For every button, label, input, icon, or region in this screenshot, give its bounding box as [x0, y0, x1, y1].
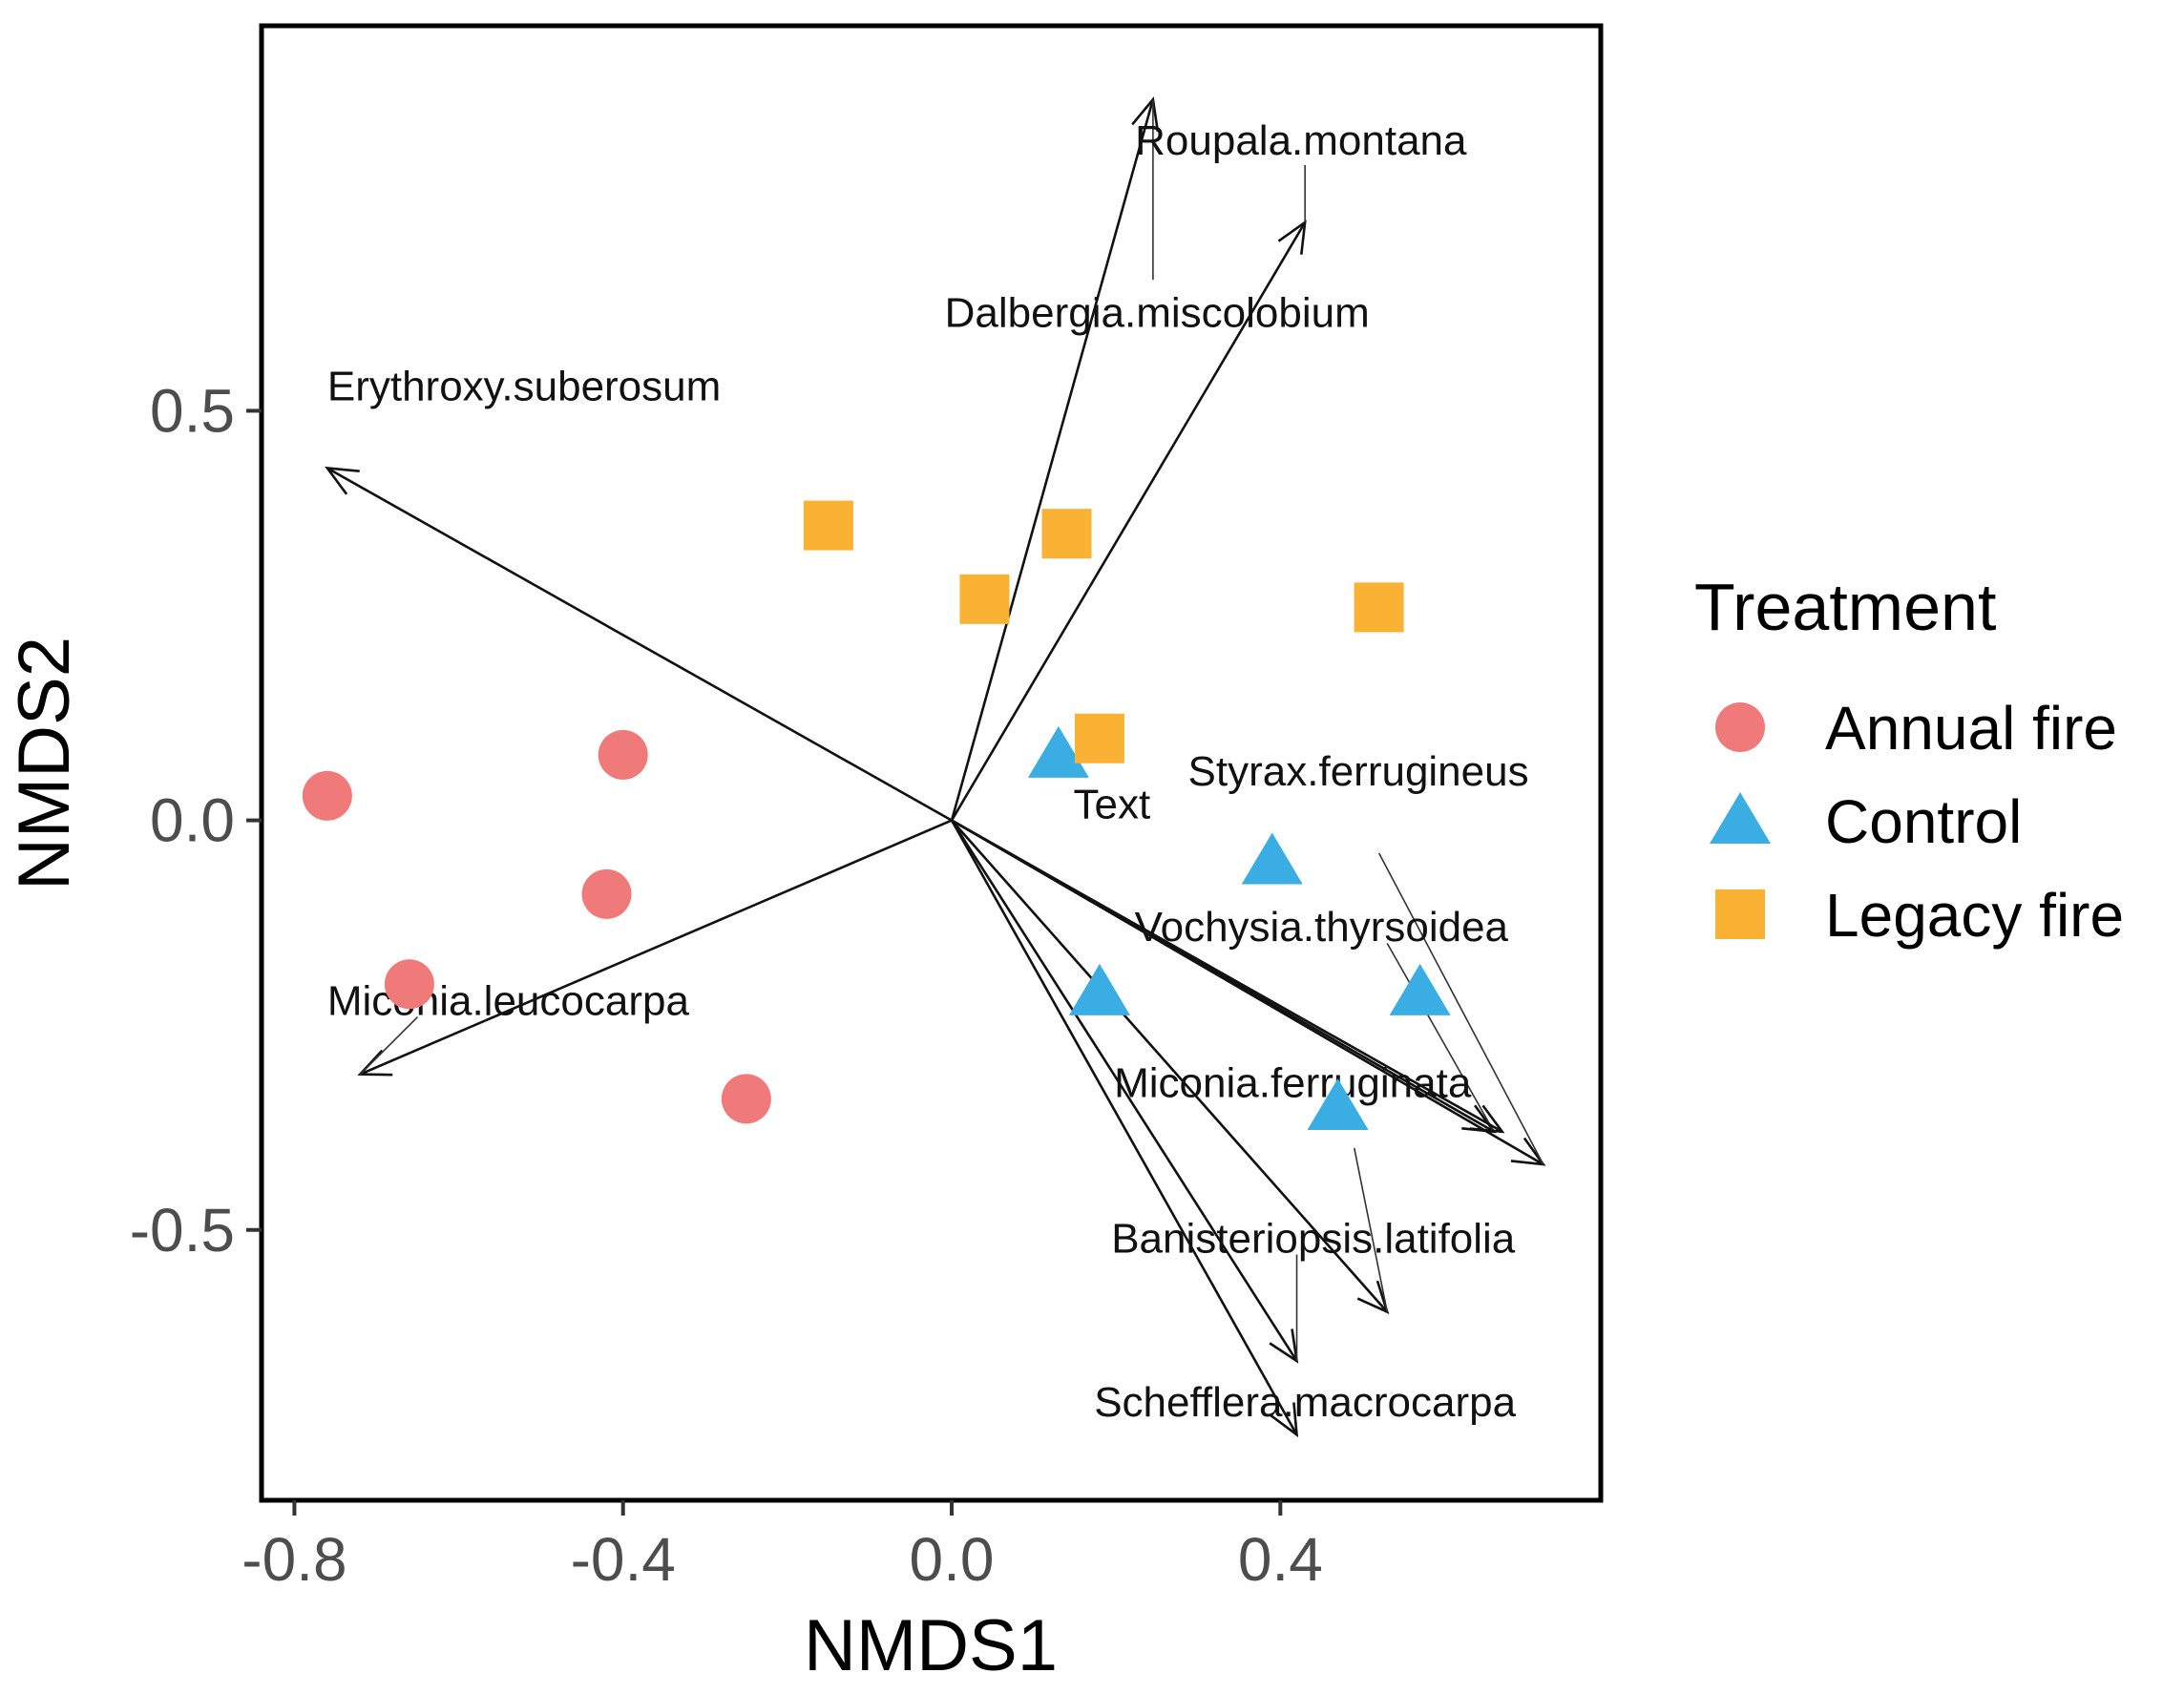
y-axis: 0.5 0.0 -0.5 — [130, 376, 262, 1265]
vector-line — [951, 819, 1503, 1133]
vector-label: Vochysia.thyrsoidea — [1135, 904, 1509, 951]
point-annual-fire — [384, 959, 434, 1010]
vector-line — [950, 221, 1307, 822]
vector-label: Miconia.ferruginata — [1114, 1059, 1472, 1106]
point-control — [1241, 832, 1303, 885]
legend-entry-control: Control — [1710, 787, 2022, 856]
vector-label: Roupala.montana — [1135, 117, 1467, 164]
label-leader-line — [1377, 852, 1544, 1165]
point-legacy-fire — [803, 500, 853, 551]
x-tick-label: -0.4 — [571, 1525, 676, 1594]
plot-panel-border — [259, 23, 1604, 1503]
vector-label: Styrax.ferrugineus — [1188, 748, 1529, 795]
vector-unnamed: Text — [950, 781, 1299, 1438]
vector-line — [950, 819, 1298, 1435]
vector-roupala-montana: Roupala.montana — [950, 96, 1467, 821]
point-annual-fire — [581, 868, 632, 919]
vector-arrowhead — [325, 466, 360, 495]
legend-key-circle — [1715, 702, 1765, 752]
x-axis: -0.8 -0.4 0.0 0.4 — [242, 1500, 1323, 1594]
point-legacy-fire — [959, 574, 1010, 624]
vector-line — [950, 98, 1155, 821]
point-legacy-fire — [1354, 582, 1404, 633]
vector-label: Schefflera.macrocarpa — [1094, 1379, 1516, 1426]
label-leader-line — [359, 1016, 419, 1076]
vector-vochysia-thyrsoidea: Vochysia.thyrsoidea — [951, 819, 1509, 1134]
series-annual-fire — [302, 729, 771, 1124]
vector-label: Text — [1074, 781, 1151, 827]
vector-label: Dalbergia.miscolobium — [945, 289, 1370, 336]
point-annual-fire — [302, 770, 352, 821]
vector-line — [951, 819, 1389, 1313]
point-control — [1027, 725, 1089, 778]
y-axis-title: NMDS2 — [4, 637, 85, 890]
vector-miconia-ferruginata: Miconia.ferruginata — [951, 819, 1505, 1134]
legend: Treatment Annual fire Control Legacy fire — [1694, 570, 2124, 950]
vector-label: Erythroxy.suberosum — [327, 364, 721, 410]
y-tick-label: -0.5 — [130, 1196, 235, 1265]
x-axis-title: NMDS1 — [804, 1605, 1058, 1686]
legend-entry-annual-fire: Annual fire — [1715, 694, 2117, 763]
legend-title: Treatment — [1694, 570, 1996, 644]
series-legacy-fire — [803, 500, 1404, 763]
vector-line — [950, 819, 1298, 1362]
point-annual-fire — [598, 729, 648, 780]
point-control — [1389, 963, 1451, 1015]
vector-arrowhead — [1469, 1104, 1505, 1134]
x-tick-label: 0.0 — [910, 1525, 995, 1594]
legend-label: Annual fire — [1825, 694, 2117, 763]
label-leader-line — [1386, 942, 1495, 1133]
vector-label: Miconia.leucocarpa — [327, 977, 690, 1024]
vector-line — [326, 467, 953, 822]
vector-arrowhead — [1270, 1402, 1299, 1438]
legend-entry-legacy-fire: Legacy fire — [1715, 881, 2124, 950]
vector-erythroxy-suberosum: Erythroxy.suberosum — [325, 364, 953, 822]
point-legacy-fire — [1074, 713, 1124, 763]
point-legacy-fire — [1041, 509, 1092, 559]
data-points — [302, 500, 1451, 1130]
series-control — [1027, 725, 1451, 1130]
label-leader-line — [1353, 1147, 1388, 1312]
x-tick-label: -0.8 — [242, 1525, 346, 1594]
y-tick-label: 0.5 — [150, 376, 235, 445]
species-vectors: Roupala.montana Dalbergia.miscolobium Eryt… — [325, 96, 1546, 1438]
vector-line — [359, 819, 953, 1076]
vector-label: Banisteriopsis.latifolia — [1111, 1215, 1516, 1262]
legend-label: Control — [1825, 787, 2022, 856]
point-control — [1068, 963, 1130, 1015]
y-tick-label: 0.0 — [150, 786, 235, 855]
vector-dalbergia-miscolobium: Dalbergia.miscolobium — [945, 164, 1370, 822]
point-control — [1307, 1078, 1369, 1130]
vector-miconia-leucocarpa: Miconia.leucocarpa — [327, 819, 953, 1077]
legend-key-square — [1715, 889, 1765, 939]
legend-key-triangle — [1710, 792, 1771, 844]
point-annual-fire — [721, 1074, 771, 1124]
vector-schefflera-macrocarpa: Schefflera.macrocarpa — [950, 819, 1517, 1426]
legend-label: Legacy fire — [1825, 881, 2124, 950]
x-tick-label: 0.4 — [1238, 1525, 1323, 1594]
